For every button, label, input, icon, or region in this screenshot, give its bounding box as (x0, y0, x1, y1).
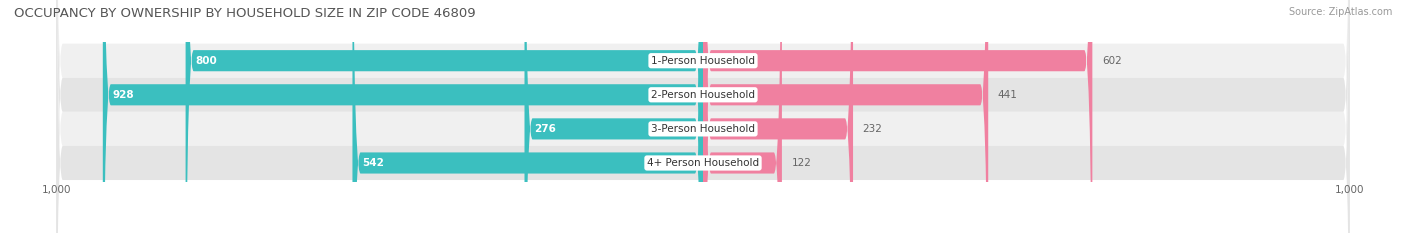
FancyBboxPatch shape (353, 0, 703, 233)
Text: 800: 800 (195, 56, 217, 66)
Text: 276: 276 (534, 124, 555, 134)
FancyBboxPatch shape (703, 0, 853, 233)
Text: 122: 122 (792, 158, 811, 168)
FancyBboxPatch shape (703, 0, 782, 233)
Text: 2-Person Household: 2-Person Household (651, 90, 755, 100)
FancyBboxPatch shape (56, 0, 1350, 233)
Text: 928: 928 (112, 90, 134, 100)
Text: 602: 602 (1102, 56, 1122, 66)
Text: 542: 542 (363, 158, 384, 168)
FancyBboxPatch shape (56, 0, 1350, 233)
FancyBboxPatch shape (524, 0, 703, 233)
Text: 232: 232 (863, 124, 883, 134)
Text: 4+ Person Household: 4+ Person Household (647, 158, 759, 168)
Text: 441: 441 (998, 90, 1018, 100)
Text: 3-Person Household: 3-Person Household (651, 124, 755, 134)
Legend: Owner-occupied, Renter-occupied: Owner-occupied, Renter-occupied (591, 231, 815, 233)
FancyBboxPatch shape (56, 0, 1350, 233)
Text: 1-Person Household: 1-Person Household (651, 56, 755, 66)
Text: Source: ZipAtlas.com: Source: ZipAtlas.com (1288, 7, 1392, 17)
FancyBboxPatch shape (703, 0, 988, 233)
Text: OCCUPANCY BY OWNERSHIP BY HOUSEHOLD SIZE IN ZIP CODE 46809: OCCUPANCY BY OWNERSHIP BY HOUSEHOLD SIZE… (14, 7, 475, 20)
FancyBboxPatch shape (703, 0, 1092, 233)
FancyBboxPatch shape (186, 0, 703, 233)
FancyBboxPatch shape (56, 0, 1350, 233)
FancyBboxPatch shape (103, 0, 703, 233)
